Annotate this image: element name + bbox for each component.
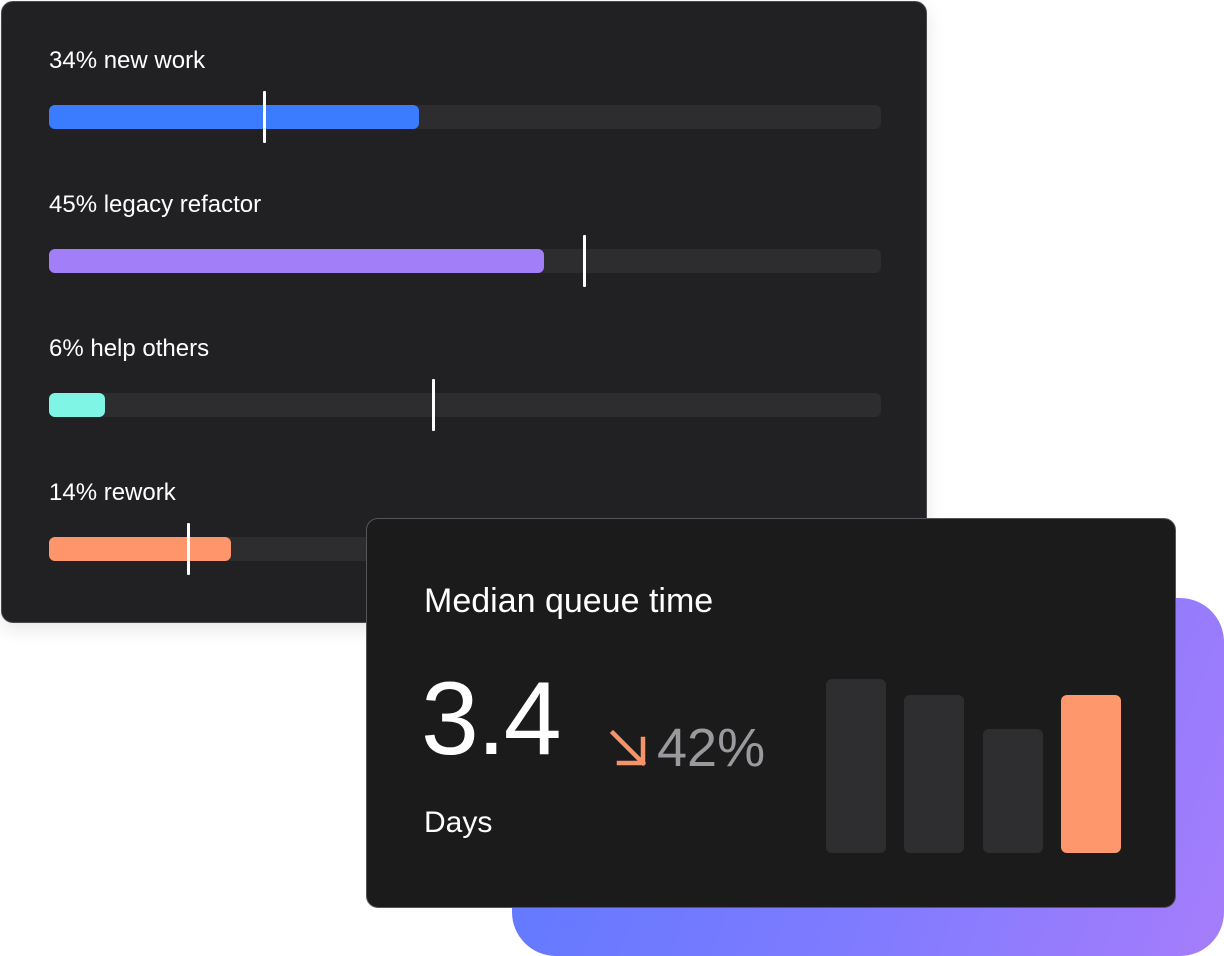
mini-bar xyxy=(983,729,1043,853)
allocation-label: 6% help others xyxy=(49,335,210,362)
allocation-label: 34% new work xyxy=(49,47,206,74)
metric-unit: Days xyxy=(424,806,493,839)
median-queue-time-card: Median queue time 3.4 42% Days xyxy=(366,518,1176,908)
trend-percent: 42% xyxy=(657,718,766,778)
allocation-track xyxy=(49,249,881,273)
benchmark-marker xyxy=(262,91,266,143)
mini-bar xyxy=(826,679,886,853)
mini-bar-chart xyxy=(826,679,1122,853)
allocation-label: 45% legacy refactor xyxy=(49,191,262,218)
arrow-down-right-icon xyxy=(609,729,647,767)
allocation-track xyxy=(49,105,881,129)
benchmark-marker xyxy=(583,235,587,287)
mini-bar xyxy=(1061,694,1121,853)
allocation-fill xyxy=(49,393,105,417)
allocation-track xyxy=(49,393,881,417)
benchmark-marker xyxy=(431,379,435,431)
metric-value: 3.4 xyxy=(421,661,562,777)
allocation-label: 14% rework xyxy=(49,479,176,506)
allocation-fill xyxy=(49,249,545,273)
benchmark-marker xyxy=(187,523,191,575)
card-title: Median queue time xyxy=(424,582,714,620)
allocation-fill xyxy=(49,537,232,561)
mini-bar xyxy=(904,694,964,853)
allocation-fill xyxy=(49,105,420,129)
